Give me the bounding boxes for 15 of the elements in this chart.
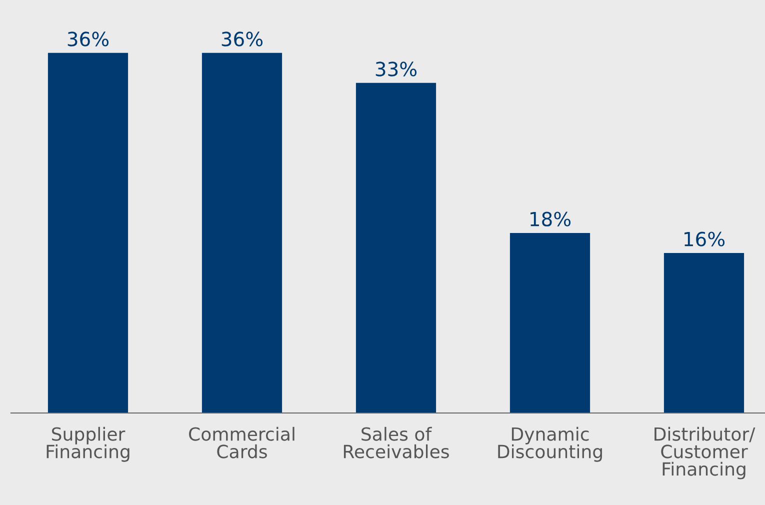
data-label: 36%: [222, 32, 263, 46]
bar: [48, 52, 128, 413]
bar: [664, 252, 744, 413]
bar: [356, 82, 436, 413]
bar: [510, 232, 590, 413]
bar: [202, 52, 282, 413]
x-tick-label: Supplier Financing: [46, 426, 130, 462]
data-label: 18%: [530, 212, 571, 226]
x-tick-label: Sales of Receivables: [344, 426, 449, 458]
x-tick-label: Commercial Cards: [189, 426, 294, 458]
data-label: 33%: [376, 62, 417, 76]
x-tick-label: Distributor/ Customer Financing: [654, 426, 756, 480]
x-tick-label: Dynamic Discounting: [498, 426, 602, 462]
data-label: 16%: [684, 232, 725, 246]
data-label: 36%: [68, 32, 109, 46]
